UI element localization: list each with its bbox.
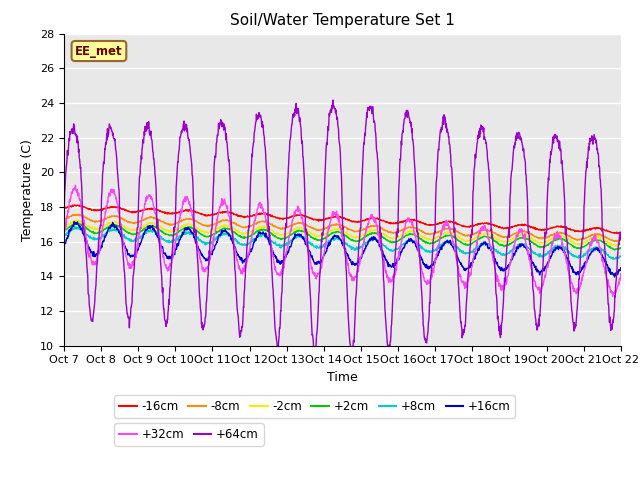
- Line: +16cm: +16cm: [64, 222, 621, 277]
- -2cm: [308, 231, 316, 237]
- +64cm: [103, 137, 111, 143]
- +2cm: [297, 228, 305, 234]
- -16cm: [104, 205, 111, 211]
- +16cm: [617, 265, 625, 271]
- +8cm: [104, 228, 111, 234]
- +16cm: [378, 248, 385, 253]
- Line: +64cm: +64cm: [64, 100, 621, 356]
- +64cm: [60, 218, 68, 224]
- +2cm: [308, 235, 316, 240]
- -8cm: [611, 239, 618, 245]
- +16cm: [60, 243, 68, 249]
- +64cm: [617, 229, 625, 235]
- -2cm: [617, 241, 625, 247]
- +32cm: [378, 246, 385, 252]
- +32cm: [72, 182, 79, 188]
- +8cm: [617, 253, 625, 259]
- +32cm: [617, 271, 625, 276]
- -8cm: [297, 220, 305, 226]
- -2cm: [104, 221, 111, 227]
- -8cm: [617, 237, 625, 243]
- +32cm: [318, 259, 326, 265]
- -8cm: [378, 226, 385, 231]
- +64cm: [378, 241, 385, 247]
- +64cm: [348, 353, 355, 359]
- +16cm: [308, 253, 316, 259]
- +16cm: [104, 228, 111, 234]
- +2cm: [73, 220, 81, 226]
- +8cm: [378, 240, 385, 246]
- Line: +8cm: +8cm: [64, 227, 621, 259]
- Line: +32cm: +32cm: [64, 185, 621, 296]
- +2cm: [378, 233, 385, 239]
- Text: EE_met: EE_met: [75, 45, 123, 58]
- -16cm: [74, 202, 81, 208]
- Legend: +32cm, +64cm: +32cm, +64cm: [115, 423, 264, 446]
- -2cm: [126, 227, 134, 233]
- +8cm: [308, 240, 316, 246]
- +8cm: [318, 244, 326, 250]
- +8cm: [60, 231, 68, 237]
- Line: -2cm: -2cm: [64, 220, 621, 246]
- +2cm: [60, 227, 68, 233]
- +2cm: [611, 247, 619, 253]
- -16cm: [615, 231, 623, 237]
- -2cm: [318, 233, 326, 239]
- +32cm: [104, 199, 111, 204]
- +32cm: [297, 210, 305, 216]
- -16cm: [297, 212, 305, 218]
- +16cm: [70, 219, 78, 225]
- +64cm: [329, 97, 337, 103]
- +8cm: [126, 238, 134, 244]
- +16cm: [611, 274, 618, 280]
- Line: -8cm: -8cm: [64, 214, 621, 242]
- +8cm: [609, 256, 617, 262]
- +16cm: [318, 257, 326, 263]
- -8cm: [104, 215, 111, 220]
- -2cm: [60, 223, 68, 229]
- Line: -16cm: -16cm: [64, 205, 621, 234]
- -16cm: [126, 209, 134, 215]
- +2cm: [104, 225, 111, 231]
- -8cm: [74, 211, 82, 217]
- +16cm: [297, 233, 305, 239]
- +32cm: [609, 293, 616, 299]
- +8cm: [297, 233, 305, 239]
- +16cm: [126, 252, 134, 258]
- +2cm: [126, 230, 134, 236]
- Y-axis label: Temperature (C): Temperature (C): [22, 139, 35, 240]
- -8cm: [60, 216, 68, 222]
- +8cm: [70, 224, 78, 229]
- +2cm: [617, 245, 625, 251]
- -16cm: [378, 217, 385, 223]
- +32cm: [60, 230, 68, 236]
- -16cm: [308, 216, 316, 222]
- X-axis label: Time: Time: [327, 371, 358, 384]
- -16cm: [617, 230, 625, 236]
- Line: +2cm: +2cm: [64, 223, 621, 250]
- -8cm: [318, 227, 326, 232]
- +64cm: [126, 316, 134, 322]
- +64cm: [308, 324, 316, 330]
- -8cm: [126, 219, 134, 225]
- -16cm: [318, 216, 326, 222]
- +2cm: [318, 236, 326, 242]
- +32cm: [308, 265, 316, 271]
- +32cm: [126, 265, 134, 271]
- -2cm: [378, 229, 385, 235]
- +64cm: [318, 239, 326, 245]
- +64cm: [296, 120, 304, 126]
- -2cm: [612, 243, 620, 249]
- -2cm: [297, 225, 305, 230]
- -16cm: [60, 205, 68, 211]
- Title: Soil/Water Temperature Set 1: Soil/Water Temperature Set 1: [230, 13, 455, 28]
- -2cm: [76, 217, 83, 223]
- -8cm: [308, 225, 316, 231]
